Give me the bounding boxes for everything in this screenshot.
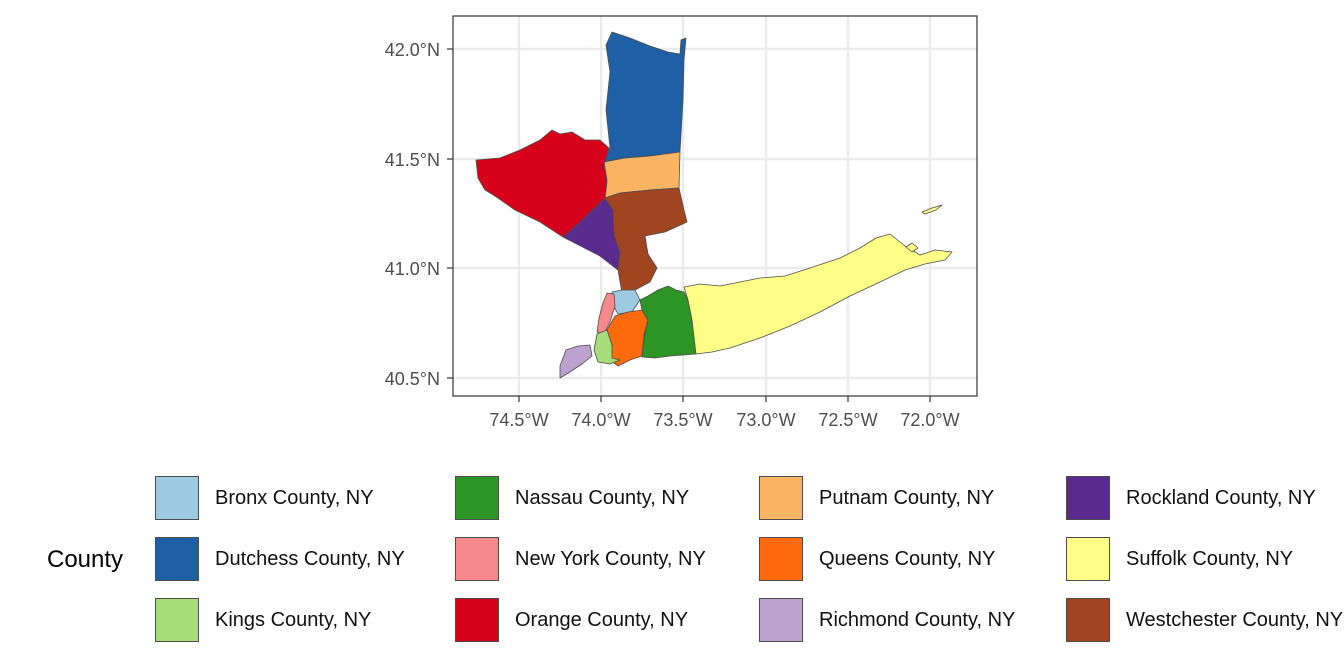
kings-county-shape	[593, 329, 621, 365]
legend-swatch	[759, 598, 803, 642]
x-tick-label: 74.5°W	[489, 410, 548, 430]
legend-item: Orange County, NY	[455, 598, 688, 642]
legend-swatch	[155, 476, 199, 520]
legend-swatch	[759, 537, 803, 581]
legend-item: Dutchess County, NY	[155, 537, 405, 581]
legend-item: Nassau County, NY	[455, 476, 689, 520]
legend-swatch	[455, 537, 499, 581]
legend-item: Kings County, NY	[155, 598, 371, 642]
legend-title: County	[47, 546, 124, 573]
legend-item: Queens County, NY	[759, 537, 995, 581]
legend-label: Richmond County, NY	[819, 608, 1016, 631]
legend-label: New York County, NY	[515, 547, 706, 570]
legend-swatch	[455, 476, 499, 520]
suffolk-island-shape	[905, 242, 919, 253]
legend-item: Westchester County, NY	[1066, 598, 1343, 642]
legend-label: Bronx County, NY	[215, 486, 374, 509]
y-tick-label: 42.0°N	[385, 40, 440, 60]
panel-border	[452, 15, 978, 397]
legend-label: Orange County, NY	[515, 608, 689, 631]
legend-label: Suffolk County, NY	[1126, 547, 1294, 570]
x-tick-label: 72.5°W	[818, 410, 877, 430]
legend-swatch	[155, 598, 199, 642]
legend-item: New York County, NY	[455, 537, 706, 581]
legend-swatch	[1066, 476, 1110, 520]
legend-swatch	[155, 537, 199, 581]
legend-item: Richmond County, NY	[759, 598, 1015, 642]
legend-item: Rockland County, NY	[1066, 476, 1316, 520]
legend-item: Bronx County, NY	[155, 476, 374, 520]
legend-item: Putnam County, NY	[759, 476, 994, 520]
y-tick-label: 40.5°N	[385, 369, 440, 389]
legend-label: Rockland County, NY	[1126, 486, 1316, 509]
westchester-county-shape	[604, 187, 688, 294]
legend-label: Putnam County, NY	[819, 486, 995, 509]
x-tick-label: 72.0°W	[900, 410, 959, 430]
legend-item: Suffolk County, NY	[1066, 537, 1293, 581]
richmond-county-shape	[559, 344, 593, 379]
y-tick-label: 41.5°N	[385, 150, 440, 170]
legend-label: Dutchess County, NY	[215, 547, 405, 570]
dutchess-county-shape	[603, 31, 687, 163]
legend-label: Queens County, NY	[819, 547, 996, 570]
orange-county-shape	[475, 129, 610, 238]
x-tick-label: 74.0°W	[571, 410, 630, 430]
suffolk-island-shape	[921, 204, 943, 215]
axis-ticks	[447, 48, 931, 402]
legend-swatch	[759, 476, 803, 520]
suffolk-county-shape	[683, 233, 953, 355]
legend-swatch	[455, 598, 499, 642]
y-tick-label: 41.0°N	[385, 259, 440, 279]
legend-label: Westchester County, NY	[1126, 608, 1344, 631]
legend-swatch	[1066, 598, 1110, 642]
legend-label: Nassau County, NY	[515, 486, 690, 509]
x-tick-label: 73.0°W	[736, 410, 795, 430]
legend-label: Kings County, NY	[215, 608, 372, 631]
legend-swatch	[1066, 537, 1110, 581]
x-tick-label: 73.5°W	[653, 410, 712, 430]
